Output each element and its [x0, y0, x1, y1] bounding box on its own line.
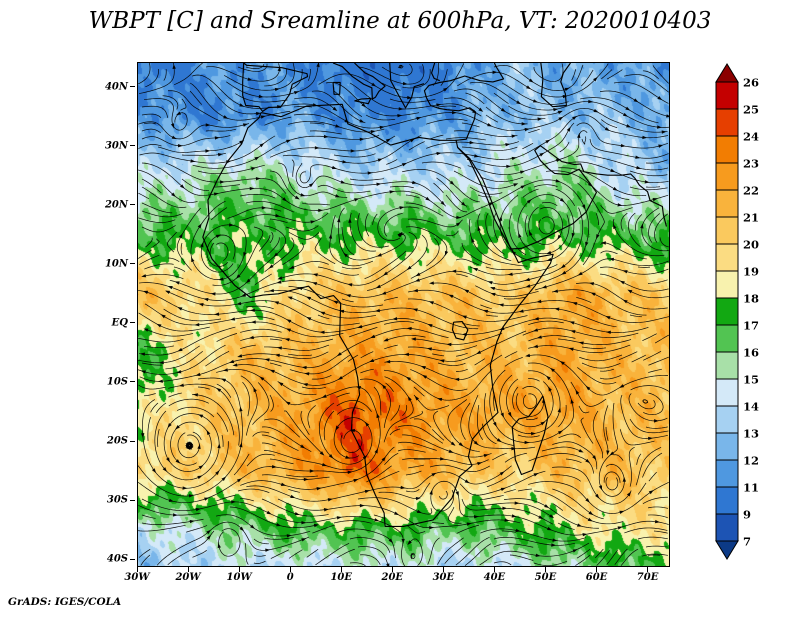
colorbar-segment — [715, 297, 739, 326]
x-tick-label: 60E — [585, 572, 608, 583]
x-tick-label: 70E — [636, 572, 659, 583]
y-tick-label: 30N — [104, 140, 128, 152]
y-tick — [130, 381, 135, 383]
x-tick-label: 30W — [124, 572, 150, 583]
colorbar-label: 19 — [743, 265, 759, 279]
colorbar-label: 23 — [743, 157, 759, 171]
colorbar-label: 17 — [743, 319, 759, 333]
x-tick — [442, 567, 444, 572]
x-tick-label: 40E — [483, 572, 506, 583]
y-tick-label: 20N — [104, 199, 128, 211]
x-tick — [544, 567, 546, 572]
colorbar-segment — [715, 432, 739, 461]
x-tick — [391, 567, 393, 572]
colorbar-arrow-bottom — [715, 540, 739, 560]
colorbar-label: 25 — [743, 103, 759, 117]
colorbar-segment — [715, 189, 739, 218]
y-tick — [130, 558, 135, 560]
colorbar-label: 24 — [743, 130, 759, 144]
x-tick-label: 20W — [175, 572, 201, 583]
x-tick-label: 10W — [226, 572, 252, 583]
colorbar-segment — [715, 108, 739, 137]
x-tick-label: 20E — [381, 572, 404, 583]
y-tick-label: 40S — [106, 553, 128, 565]
colorbar-segment — [715, 135, 739, 164]
colorbar-label: 26 — [743, 76, 759, 90]
colorbar-segment — [715, 486, 739, 515]
y-tick-label: 30S — [106, 494, 128, 506]
y-tick — [130, 86, 135, 88]
y-tick — [130, 322, 135, 324]
colorbar-segment — [715, 243, 739, 272]
x-tick-label: 0 — [286, 572, 294, 583]
colorbar-segment — [715, 513, 739, 542]
colorbar: 26 25 24 23 22 21 20 19 18 17 16 15 14 13 12 11 9 7 — [715, 63, 759, 560]
y-tick-label: 10S — [106, 376, 128, 388]
colorbar-label: 18 — [743, 292, 759, 306]
colorbar-label: 16 — [743, 346, 759, 360]
colorbar-label: 9 — [743, 508, 751, 522]
x-tick — [647, 567, 649, 572]
y-tick — [130, 204, 135, 206]
colorbar-segment — [715, 81, 739, 110]
colorbar-label: 7 — [743, 535, 751, 549]
colorbar-label: 14 — [743, 400, 759, 414]
colorbar-label: 20 — [743, 238, 759, 252]
x-tick-label: 50E — [534, 572, 557, 583]
colorbar-label: 21 — [743, 211, 759, 225]
colorbar-label: 13 — [743, 427, 759, 441]
y-tick — [130, 440, 135, 442]
colorbar-segment — [715, 270, 739, 299]
colorbar-segment — [715, 216, 739, 245]
x-tick-label: 10E — [330, 572, 352, 583]
x-tick — [238, 567, 240, 572]
colorbar-label: 22 — [743, 184, 759, 198]
colorbar-segment — [715, 405, 739, 434]
colorbar-segment — [715, 351, 739, 380]
y-tick-label: 40N — [104, 81, 128, 93]
x-tick — [340, 567, 342, 572]
chart-title: WBPT [C] and Sreamline at 600hPa, VT: 20… — [88, 8, 712, 34]
x-tick — [493, 567, 495, 572]
y-tick-label: 10N — [104, 258, 128, 270]
x-tick — [289, 567, 291, 572]
map-canvas — [138, 63, 669, 566]
colorbar-segment — [715, 459, 739, 488]
y-tick — [130, 145, 135, 147]
colorbar-arrow-top — [715, 63, 739, 83]
x-tick — [187, 567, 189, 572]
y-tick-label: 20S — [106, 435, 128, 447]
colorbar-label: 12 — [743, 454, 759, 468]
colorbar-segment — [715, 162, 739, 191]
colorbar-label: 15 — [743, 373, 759, 387]
y-tick-label: EQ — [111, 317, 128, 329]
y-tick — [130, 263, 135, 265]
colorbar-label: 11 — [743, 481, 759, 495]
credit-text: GrADS: IGES/COLA — [8, 596, 122, 608]
y-tick — [130, 499, 135, 501]
x-tick — [136, 567, 138, 572]
x-tick-label: 30E — [432, 572, 455, 583]
x-tick — [596, 567, 598, 572]
map-plot — [137, 62, 670, 567]
colorbar-segment — [715, 378, 739, 407]
colorbar-segment — [715, 324, 739, 353]
